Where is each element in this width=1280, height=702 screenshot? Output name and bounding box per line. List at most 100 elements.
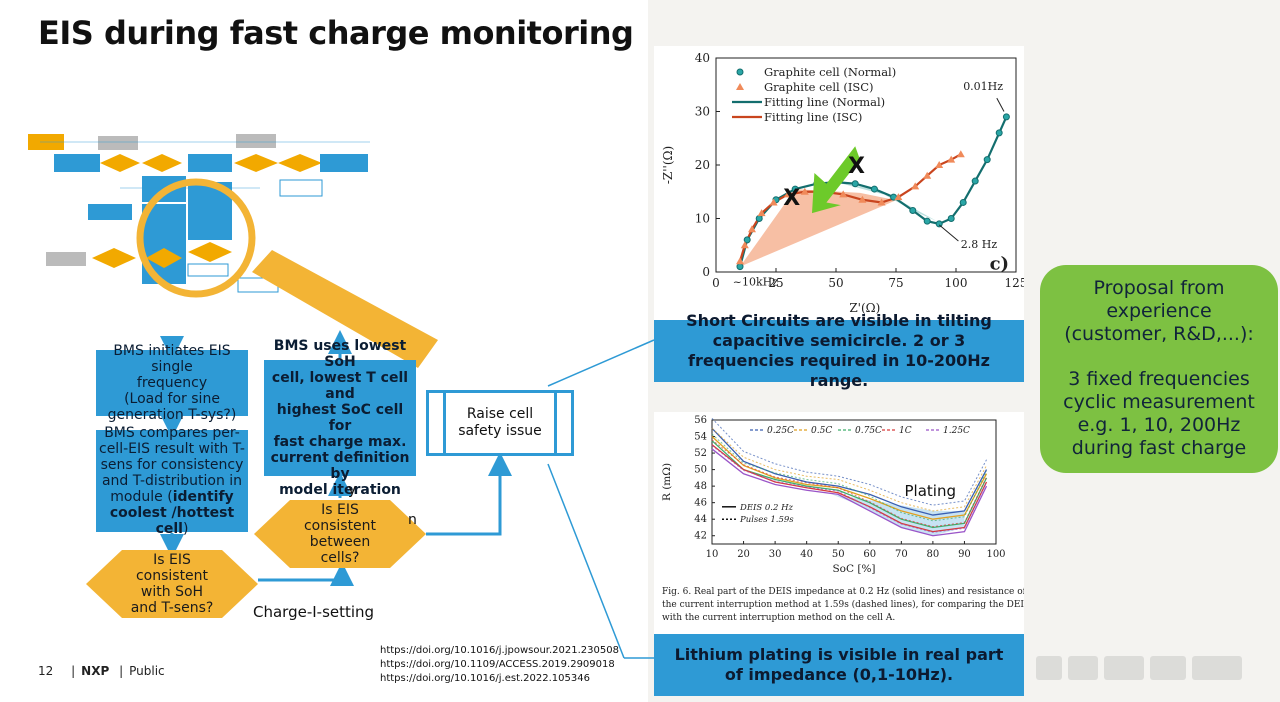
proposal-line2: experience bbox=[1106, 300, 1212, 322]
soc-chart: 10 20 30 40 50 60 70 80 90 100 42 44 46 48 50 52 54 56 SoC… bbox=[661, 415, 1030, 623]
soh-line2: consistent bbox=[135, 568, 209, 584]
nyquist-point-isc bbox=[839, 190, 848, 198]
soc-y-tick-label: 46 bbox=[694, 498, 707, 509]
nyquist-annotation-001hz-pointer bbox=[996, 97, 1005, 112]
soh-line3: with SoH bbox=[140, 584, 204, 600]
proposal-spacer bbox=[1040, 346, 1278, 368]
watermark-bars bbox=[1036, 656, 1272, 680]
raise-line1: Raise cell bbox=[466, 406, 534, 422]
reference-3[interactable]: https://doi.org/10.1016/j.est.2022.10534… bbox=[380, 673, 590, 684]
raise-inner-right bbox=[554, 393, 557, 453]
footer-classification: Public bbox=[129, 664, 165, 678]
compare-end-text: ) bbox=[182, 521, 189, 537]
slide-title: EIS during fast charge monitoring bbox=[38, 14, 634, 52]
nyquist-shaded-area-isc bbox=[740, 189, 896, 267]
diamond-cells-shape bbox=[254, 500, 426, 568]
soc-legend-label: 0.75C bbox=[855, 426, 882, 436]
uses-line5: current definition by bbox=[270, 450, 410, 482]
soc-figure-caption-line: Fig. 6. Real part of the DEIS impedance … bbox=[662, 586, 1024, 597]
proposal-line3: (customer, R&D,...): bbox=[1064, 323, 1254, 345]
nyquist-x-tick-label: 0 bbox=[712, 276, 720, 290]
nyquist-point-isc bbox=[956, 150, 965, 158]
nyquist-point-normal bbox=[791, 185, 799, 193]
nyquist-x-tick-label: 100 bbox=[945, 276, 968, 290]
soc-y-axis-label: R (mΩ) bbox=[661, 463, 673, 501]
soc-x-axis-label: SoC [%] bbox=[832, 563, 875, 575]
nyquist-annotation-10khz: ~10kHz bbox=[733, 275, 778, 288]
soc-x-tick-label: 80 bbox=[927, 549, 940, 560]
soc-y-tick-label: 54 bbox=[694, 432, 707, 443]
soc-legend2-label-1: DEIS 0.2 Hz bbox=[739, 503, 794, 513]
reference-1[interactable]: https://doi.org/10.1016/j.jpowsour.2021.… bbox=[380, 645, 619, 656]
watermark-bar bbox=[1036, 656, 1062, 680]
soh-line1: Is EIS bbox=[153, 552, 191, 568]
nyquist-x-marker-2: X bbox=[848, 154, 865, 179]
soc-series-dashed-line bbox=[711, 418, 987, 506]
nyquist-green-arrow bbox=[812, 146, 860, 214]
cells-line1: Is EIS bbox=[321, 502, 359, 518]
raise-text: Raise cell safety issue bbox=[429, 393, 571, 453]
soc-plot-frame bbox=[711, 419, 997, 545]
footer-brand: NXP bbox=[81, 664, 110, 678]
box-bms-uses-lowest-soh: BMS uses lowest SoH cell, lowest T cell … bbox=[264, 338, 416, 498]
label-yes: y bbox=[348, 482, 357, 498]
compare-line5: module (identify coolest /hottest cell) bbox=[96, 489, 248, 537]
nyquist-point-normal bbox=[983, 156, 991, 164]
proposal-line7: during fast charge bbox=[1071, 437, 1247, 459]
compare-line3: sens for consistency bbox=[100, 457, 244, 473]
soc-y-tick-label: 56 bbox=[694, 415, 707, 426]
nyquist-y-tick-label: 10 bbox=[695, 212, 710, 226]
compare-bold-text: identify coolest /hottest cell bbox=[109, 489, 235, 537]
soc-series-dashed-line bbox=[711, 427, 987, 512]
nyquist-point-isc bbox=[877, 198, 886, 206]
initiate-line4: generation T-sys?) bbox=[107, 407, 237, 423]
nyquist-point-normal bbox=[755, 215, 763, 222]
soc-legend2-label-2: Pulses 1.59s bbox=[739, 515, 794, 525]
watermark-bar bbox=[1150, 656, 1186, 680]
raise-inner-left bbox=[443, 393, 446, 453]
soc-y-tick-label: 48 bbox=[694, 481, 707, 492]
thumbnail-boxes bbox=[28, 134, 370, 293]
uses-line6: model iteration bbox=[279, 482, 401, 498]
watermark-bar bbox=[1068, 656, 1098, 680]
soc-legend-label: 1C bbox=[899, 426, 912, 436]
footer-separator-2: | bbox=[119, 664, 124, 678]
proposal-box: Proposal from experience (customer, R&D,… bbox=[1040, 265, 1278, 473]
soc-series-line bbox=[711, 440, 988, 529]
nyquist-x-marker-1: X bbox=[783, 186, 800, 211]
nyquist-point-normal bbox=[736, 263, 744, 271]
nyquist-point-isc bbox=[923, 171, 932, 179]
diamond-soh-text: Is EIS consistent with SoH and T-sens? bbox=[86, 548, 258, 620]
uses-line4: fast charge max. bbox=[273, 434, 407, 450]
nyquist-point-isc bbox=[858, 195, 867, 203]
nyquist-point-isc bbox=[748, 225, 756, 233]
reference-2[interactable]: https://doi.org/10.1109/ACCESS.2019.2909… bbox=[380, 659, 615, 670]
soc-figure-caption: Fig. 6. Real part of the DEIS impedance … bbox=[662, 586, 1024, 623]
nyquist-chart-panel: 0 25 50 75 100 125 0 10 20 30 40 Z'(Ω) -Z''(Ω) Graphi… bbox=[654, 46, 1027, 320]
soc-x-tick-label: 70 bbox=[895, 549, 908, 560]
compare-line4: and T-distribution in bbox=[101, 473, 243, 489]
soc-series-dashed-line bbox=[711, 445, 987, 533]
soc-series-line bbox=[711, 436, 988, 520]
nyquist-panel-label: c) bbox=[990, 253, 1009, 274]
soc-x-tick-label: 60 bbox=[863, 549, 876, 560]
nyquist-x-tick-label: 125 bbox=[1005, 276, 1024, 290]
nyquist-point-isc bbox=[784, 190, 792, 198]
diamond-soh-shape bbox=[86, 550, 258, 618]
nyquist-legend-label: Fitting line (ISC) bbox=[764, 110, 862, 124]
nyquist-legend-label: Fitting line (Normal) bbox=[764, 95, 885, 109]
nyquist-point-isc bbox=[769, 198, 778, 206]
label-charge-i-setting: Charge-I-setting bbox=[253, 603, 375, 621]
nyquist-point-normal bbox=[909, 206, 917, 214]
soc-series-line bbox=[711, 448, 988, 537]
box-bms-initiates-eis: BMS initiates EIS single frequency (Load… bbox=[96, 343, 248, 423]
nyquist-point-isc bbox=[911, 182, 920, 190]
nyquist-point-normal bbox=[995, 129, 1003, 137]
nyquist-annotation-28hz-pointer bbox=[938, 224, 959, 242]
soc-legend-label: 1.25C bbox=[943, 426, 970, 436]
caption-short-circuits: Short Circuits are visible in tilting ca… bbox=[654, 311, 1024, 390]
compare-line5-text: module ( bbox=[110, 489, 173, 505]
nyquist-y-tick-label: 0 bbox=[702, 265, 710, 279]
nyquist-x-tick-label: 75 bbox=[888, 276, 903, 290]
soc-figure-caption-line: the current interruption method at 1.59s… bbox=[662, 599, 1024, 610]
